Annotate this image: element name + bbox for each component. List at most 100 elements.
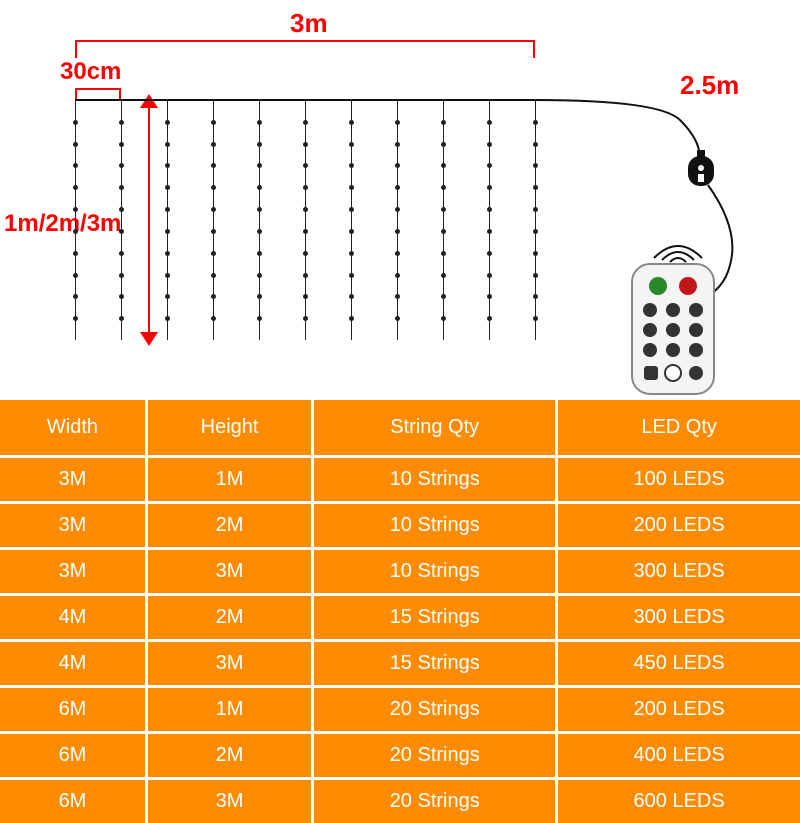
wireless-icon [648, 230, 708, 264]
led-bead [257, 163, 262, 168]
led-bead [119, 294, 124, 299]
led-bead [165, 273, 170, 278]
table-header-cell: LED Qty [557, 400, 800, 456]
led-bead [119, 207, 124, 212]
led-bead [395, 142, 400, 147]
led-bead [349, 163, 354, 168]
table-row: 3M2M10 Strings200 LEDS [0, 502, 800, 548]
table-cell: 200 LEDS [557, 686, 800, 732]
led-bead [119, 251, 124, 256]
light-string [351, 100, 352, 340]
table-cell: 10 Strings [313, 502, 557, 548]
led-bead [211, 185, 216, 190]
table-row: 4M3M15 Strings450 LEDS [0, 640, 800, 686]
led-bead [257, 120, 262, 125]
led-bead [257, 316, 262, 321]
led-bead [441, 251, 446, 256]
led-bead [73, 251, 78, 256]
led-bead [487, 142, 492, 147]
led-bead [211, 251, 216, 256]
led-bead [73, 316, 78, 321]
led-bead [533, 120, 538, 125]
table-cell: 10 Strings [313, 456, 557, 502]
table-cell: 3M [0, 456, 146, 502]
led-bead [165, 185, 170, 190]
led-bead [533, 185, 538, 190]
table-cell: 600 LEDS [557, 778, 800, 823]
led-bead [73, 142, 78, 147]
led-bead [257, 229, 262, 234]
led-bead [73, 163, 78, 168]
dimension-diagram: 3m 30cm 1m/2m/3m 2.5m [0, 0, 800, 400]
led-bead [349, 294, 354, 299]
led-bead [211, 120, 216, 125]
led-bead [395, 251, 400, 256]
led-bead [395, 120, 400, 125]
table-cell: 15 Strings [313, 594, 557, 640]
led-bead [487, 251, 492, 256]
led-bead [441, 229, 446, 234]
table-cell: 1M [146, 456, 312, 502]
remote-control-icon [630, 262, 716, 398]
light-string [167, 100, 168, 340]
table-cell: 3M [146, 778, 312, 823]
led-bead [441, 273, 446, 278]
table-cell: 20 Strings [313, 778, 557, 823]
led-bead [487, 316, 492, 321]
led-bead [441, 294, 446, 299]
table-cell: 300 LEDS [557, 548, 800, 594]
led-bead [395, 273, 400, 278]
led-bead [533, 294, 538, 299]
light-string [305, 100, 306, 340]
table-cell: 15 Strings [313, 640, 557, 686]
table-cell: 3M [0, 502, 146, 548]
light-string [535, 100, 536, 340]
led-bead [533, 163, 538, 168]
led-bead [303, 185, 308, 190]
led-bead [73, 229, 78, 234]
table-row: 3M1M10 Strings100 LEDS [0, 456, 800, 502]
table-cell: 20 Strings [313, 732, 557, 778]
table-header-row: WidthHeightString QtyLED Qty [0, 400, 800, 456]
table-row: 6M3M20 Strings600 LEDS [0, 778, 800, 823]
led-bead [533, 207, 538, 212]
led-bead [441, 207, 446, 212]
light-string [121, 100, 122, 340]
light-string [259, 100, 260, 340]
led-bead [257, 294, 262, 299]
led-bead [211, 142, 216, 147]
table-cell: 200 LEDS [557, 502, 800, 548]
table-row: 6M1M20 Strings200 LEDS [0, 686, 800, 732]
led-bead [349, 185, 354, 190]
led-bead [533, 316, 538, 321]
table-cell: 100 LEDS [557, 456, 800, 502]
led-bead [257, 251, 262, 256]
led-bead [165, 251, 170, 256]
led-bead [441, 120, 446, 125]
spec-table: WidthHeightString QtyLED Qty 3M1M10 Stri… [0, 400, 800, 823]
led-bead [257, 273, 262, 278]
led-bead [395, 185, 400, 190]
led-bead [487, 229, 492, 234]
led-bead [211, 316, 216, 321]
table-cell: 3M [146, 548, 312, 594]
led-bead [211, 273, 216, 278]
led-bead [533, 142, 538, 147]
table-row: 3M3M10 Strings300 LEDS [0, 548, 800, 594]
led-bead [211, 294, 216, 299]
table-row: 4M2M15 Strings300 LEDS [0, 594, 800, 640]
led-bead [349, 207, 354, 212]
table-cell: 6M [0, 778, 146, 823]
table-cell: 4M [0, 594, 146, 640]
led-bead [73, 185, 78, 190]
led-bead [487, 273, 492, 278]
led-bead [487, 207, 492, 212]
led-bead [119, 316, 124, 321]
light-string [75, 100, 76, 340]
table-cell: 450 LEDS [557, 640, 800, 686]
led-bead [349, 229, 354, 234]
led-bead [487, 163, 492, 168]
led-bead [303, 273, 308, 278]
led-bead [165, 207, 170, 212]
led-bead [73, 294, 78, 299]
